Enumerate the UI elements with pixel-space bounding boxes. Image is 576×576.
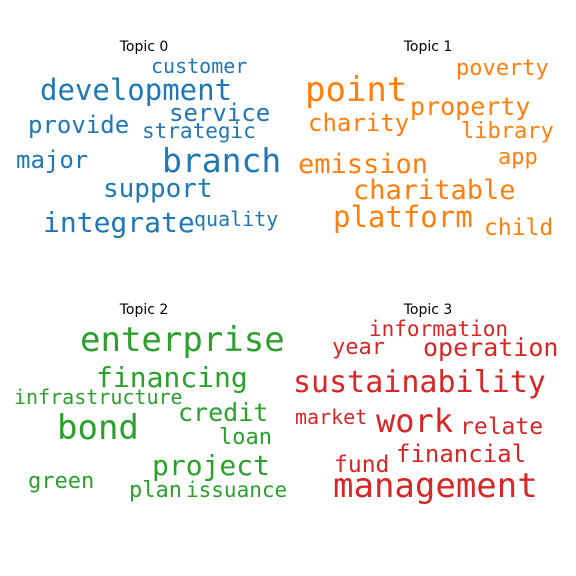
word-branch: branch bbox=[162, 141, 282, 180]
topic-title: Topic 1 bbox=[403, 39, 453, 55]
word-integrate: integrate bbox=[43, 206, 195, 239]
topic-title: Topic 0 bbox=[119, 39, 169, 55]
word-financial: financial bbox=[396, 440, 527, 468]
word-platform: platform bbox=[333, 200, 473, 234]
word-poverty: poverty bbox=[456, 56, 549, 81]
topic-panel-3: Topic 3 information year operation susta… bbox=[284, 263, 572, 551]
word-market: market bbox=[295, 405, 368, 429]
word-library: library bbox=[461, 119, 554, 144]
word-enterprise: enterprise bbox=[80, 320, 285, 360]
word-credit: credit bbox=[178, 398, 269, 427]
word-quality: quality bbox=[194, 207, 279, 231]
word-bond: bond bbox=[57, 408, 139, 448]
word-major: major bbox=[16, 146, 89, 174]
word-service: service bbox=[169, 99, 271, 127]
word-charity: charity bbox=[308, 109, 410, 137]
word-charitable: charitable bbox=[353, 175, 516, 206]
word-child: child bbox=[484, 215, 554, 241]
word-strategic: strategic bbox=[142, 119, 256, 143]
word-provide: provide bbox=[28, 111, 130, 139]
word-fund: fund bbox=[334, 452, 390, 478]
word-relate: relate bbox=[460, 414, 544, 440]
word-point: point bbox=[305, 70, 408, 110]
topic-title: Topic 2 bbox=[119, 302, 169, 318]
word-information: information bbox=[369, 317, 509, 341]
word-issuance: issuance bbox=[186, 478, 288, 502]
topic-panel-1: Topic 1 poverty point property charity l… bbox=[284, 0, 572, 288]
word-plan: plan bbox=[129, 478, 182, 503]
word-year: year bbox=[332, 335, 385, 360]
word-sustainability: sustainability bbox=[293, 365, 546, 400]
topic-panel-0: Topic 0 customer development service pro… bbox=[0, 0, 288, 288]
word-property: property bbox=[410, 92, 531, 121]
topic-panel-2: Topic 2 enterprise financing infrastruct… bbox=[0, 263, 288, 551]
word-development: development bbox=[40, 73, 233, 107]
word-work: work bbox=[376, 402, 454, 440]
word-customer: customer bbox=[151, 54, 248, 78]
word-app: app bbox=[498, 145, 538, 170]
topic-title: Topic 3 bbox=[403, 302, 453, 318]
word-support: support bbox=[103, 174, 213, 204]
word-loan: loan bbox=[219, 425, 272, 450]
word-infrastructure: infrastructure bbox=[14, 385, 183, 409]
word-financing: financing bbox=[96, 361, 248, 394]
word-emission: emission bbox=[298, 149, 429, 180]
word-operation: operation bbox=[423, 333, 559, 362]
word-management: management bbox=[333, 466, 538, 506]
word-green: green bbox=[28, 469, 95, 494]
word-project: project bbox=[152, 449, 271, 482]
